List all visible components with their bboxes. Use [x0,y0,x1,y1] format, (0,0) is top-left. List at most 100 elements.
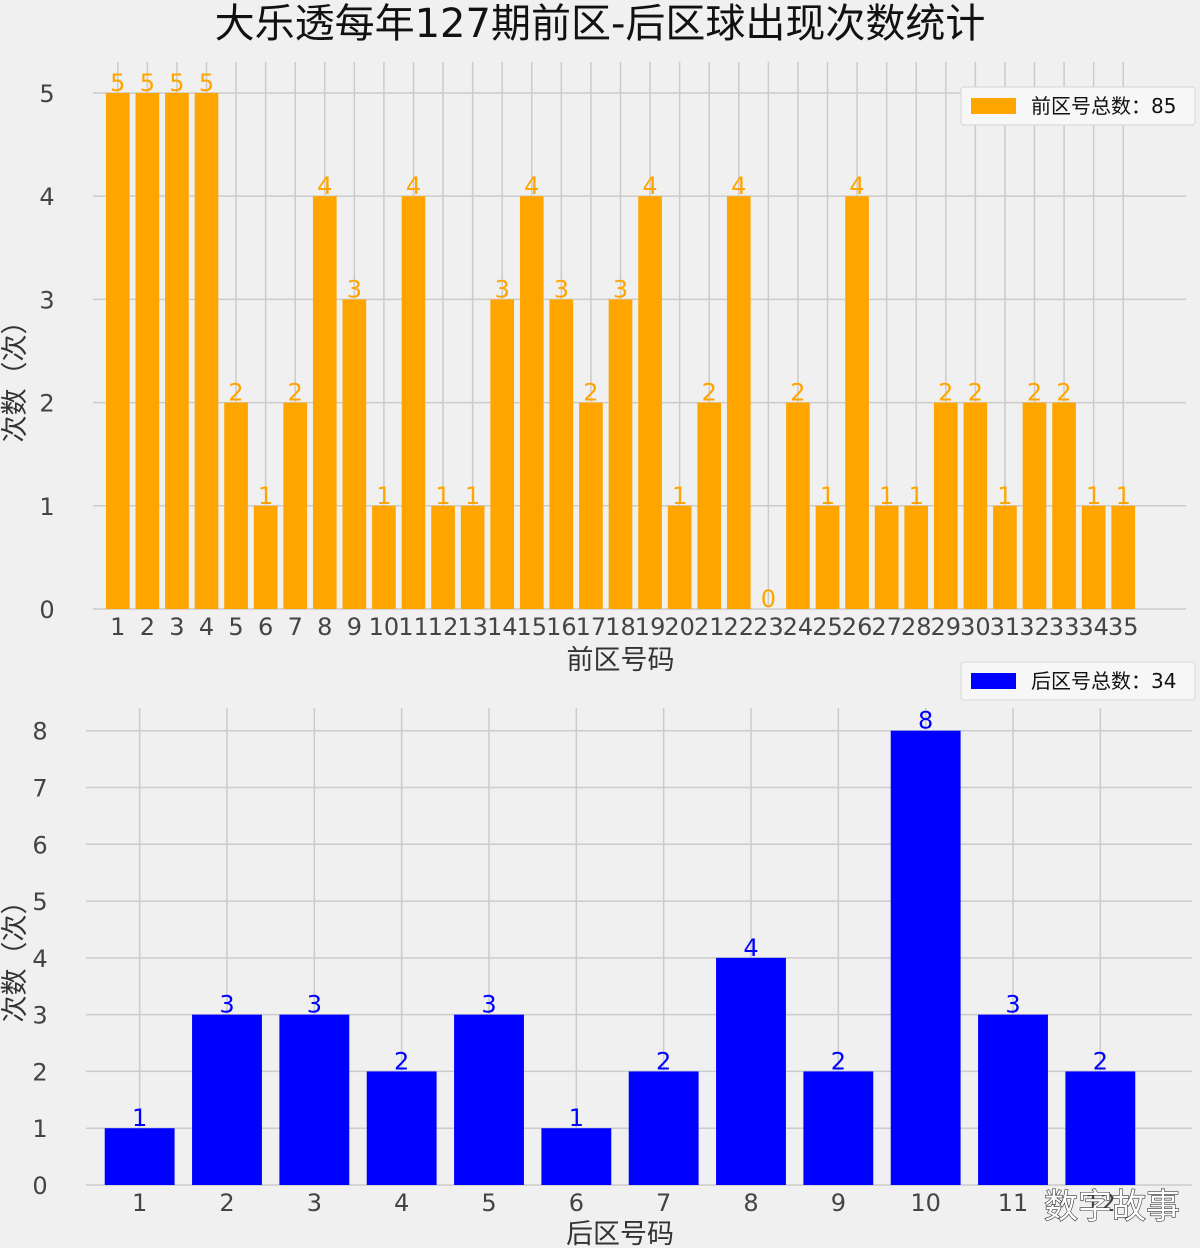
back-bar [716,957,786,1185]
front-xtick-label: 12 [428,613,459,641]
front-bar [283,402,308,609]
front-data-label: 1 [465,482,480,510]
front-bar [726,196,751,610]
back-data-label: 3 [1005,991,1020,1019]
front-ytick-label: 0 [39,596,54,624]
front-data-label: 2 [938,379,953,407]
front-data-label: 5 [140,69,155,97]
front-xtick-label: 20 [664,613,695,641]
front-bar [1111,505,1136,609]
front-xtick-label: 8 [317,613,332,641]
front-xtick-label: 1 [110,613,125,641]
back-bar [454,1014,524,1185]
front-xtick-label: 10 [369,613,400,641]
front-data-label: 2 [790,379,805,407]
front-xtick-label: 35 [1108,613,1139,641]
front-xtick-label: 15 [517,613,548,641]
front-xtick-label: 6 [258,613,273,641]
front-bar [1052,402,1076,609]
front-data-label: 4 [849,172,864,200]
back-ytick-label: 8 [32,718,47,746]
back-data-label: 4 [743,934,758,962]
back-data-label: 3 [307,991,322,1019]
front-xtick-label: 30 [960,613,991,641]
back-data-label: 3 [481,991,496,1019]
front-data-label: 1 [1116,482,1131,510]
back-xtick-label: 4 [394,1189,409,1217]
front-ytick-label: 3 [39,286,54,314]
front-xtick-label: 25 [812,613,843,641]
front-data-label: 3 [613,275,628,303]
front-bar [1022,402,1047,609]
back-legend-swatch [971,673,1016,689]
front-bar [904,505,929,609]
front-data-label: 2 [1056,379,1071,407]
front-bar [431,505,455,609]
front-xtick-label: 17 [576,613,607,641]
front-bar [490,299,515,609]
front-data-label: 1 [376,482,391,510]
back-bar [890,730,961,1185]
front-xtick-label: 4 [199,613,214,641]
front-ytick-label: 5 [39,80,54,108]
front-x-axis-label: 前区号码 [567,645,675,676]
front-data-label: 1 [435,482,450,510]
front-xtick-label: 33 [1049,613,1080,641]
front-data-label: 3 [347,275,362,303]
front-data-label: 3 [495,275,510,303]
front-bar [519,196,544,610]
front-legend-swatch [971,98,1016,114]
front-data-label: 3 [554,275,569,303]
back-xtick-label: 1 [132,1189,147,1217]
front-ytick-label: 2 [39,390,54,418]
front-data-label: 4 [642,172,657,200]
front-data-label: 1 [1086,482,1101,510]
front-bar [135,92,160,609]
front-bar [165,92,189,609]
back-ytick-label: 0 [32,1172,47,1200]
front-data-label: 4 [317,172,332,200]
front-bar [786,402,810,609]
back-ytick-label: 7 [32,775,47,803]
front-xtick-label: 3 [169,613,184,641]
back-data-label: 2 [394,1047,409,1075]
back-xtick-label: 12 [1085,1189,1116,1217]
front-bar [845,196,869,610]
front-bar [401,196,426,610]
back-bar [279,1014,350,1185]
front-data-label: 0 [761,585,776,613]
front-bar [105,92,130,609]
back-xtick-label: 10 [910,1189,941,1217]
front-data-label: 2 [288,379,303,407]
front-bar [874,505,899,609]
chart-title: 大乐透每年127期前区-后区球出现次数统计 [215,1,986,47]
front-xtick-label: 13 [457,613,488,641]
front-data-label: 1 [258,482,273,510]
back-xtick-label: 8 [743,1189,758,1217]
back-bar [104,1128,175,1185]
front-xtick-label: 32 [1019,613,1050,641]
front-ytick-label: 1 [39,493,54,521]
front-xtick-label: 7 [288,613,303,641]
front-data-label: 2 [583,379,598,407]
back-ytick-label: 4 [32,945,47,973]
back-bar [192,1014,262,1185]
back-data-label: 1 [569,1104,584,1132]
front-bar [549,299,574,609]
back-bar [366,1071,437,1185]
front-bar [224,402,248,609]
back-data-label: 1 [132,1104,147,1132]
front-xtick-label: 22 [724,613,755,641]
front-data-label: 2 [702,379,717,407]
front-y-axis-label: 次数（次） [0,308,31,443]
back-data-label: 8 [918,707,933,735]
front-data-label: 5 [199,69,214,97]
back-bar [541,1128,612,1185]
back-bar [628,1071,699,1185]
front-xtick-label: 23 [753,613,784,641]
back-legend-box [960,661,1196,701]
back-zone-chart: 012345678113233243516274829810311212后区号码… [0,661,1196,1248]
front-xtick-label: 27 [871,613,902,641]
